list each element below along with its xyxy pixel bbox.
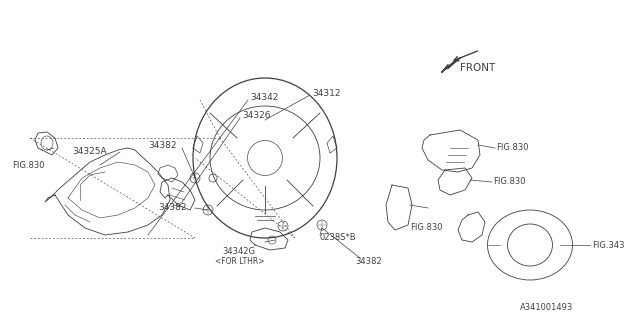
Text: 34382: 34382 — [158, 204, 186, 212]
Text: FIG.830: FIG.830 — [493, 178, 525, 187]
Text: FRONT: FRONT — [460, 63, 495, 73]
Text: 34325A: 34325A — [72, 148, 107, 156]
Text: 34382: 34382 — [148, 141, 177, 150]
Text: 34312: 34312 — [312, 89, 340, 98]
Text: FIG.830: FIG.830 — [12, 161, 45, 170]
Text: 34382: 34382 — [355, 258, 381, 267]
Text: 34326: 34326 — [242, 111, 271, 121]
Text: 34342: 34342 — [250, 93, 278, 102]
Text: FIG.830: FIG.830 — [410, 223, 442, 233]
Text: 0238S*B: 0238S*B — [320, 234, 356, 243]
Text: FIG.343: FIG.343 — [592, 241, 625, 250]
Text: <FOR LTHR>: <FOR LTHR> — [215, 258, 264, 267]
Text: 34342G: 34342G — [222, 247, 255, 257]
Text: A341001493: A341001493 — [520, 303, 573, 313]
Text: FIG.830: FIG.830 — [496, 143, 529, 153]
